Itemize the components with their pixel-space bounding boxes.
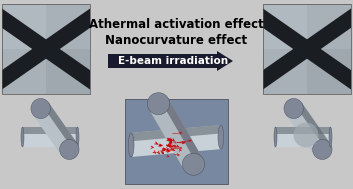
Ellipse shape [274,127,277,147]
Bar [263,4,351,94]
Ellipse shape [284,98,303,119]
Polygon shape [192,0,353,133]
Polygon shape [23,127,78,134]
Polygon shape [263,4,307,49]
Polygon shape [149,98,203,170]
Polygon shape [130,125,221,141]
Text: Nanocurvature effect: Nanocurvature effect [105,35,247,47]
Polygon shape [296,103,330,148]
Polygon shape [130,125,222,157]
Polygon shape [307,49,351,94]
Polygon shape [2,4,46,49]
Polygon shape [161,98,203,163]
Ellipse shape [313,139,332,160]
Polygon shape [43,103,78,148]
Ellipse shape [76,127,79,147]
Ellipse shape [60,139,79,160]
FancyArrow shape [108,51,233,71]
Ellipse shape [21,127,24,147]
Polygon shape [263,4,351,94]
Polygon shape [23,127,78,147]
Ellipse shape [147,93,170,115]
Polygon shape [32,103,78,155]
Ellipse shape [182,153,205,175]
Polygon shape [275,127,330,147]
Polygon shape [286,103,330,155]
Polygon shape [0,0,161,133]
Ellipse shape [329,127,332,147]
Text: E-beam irradiation: E-beam irradiation [118,56,228,66]
Ellipse shape [31,98,50,119]
Bar [125,99,228,184]
Ellipse shape [218,125,224,149]
Polygon shape [275,127,330,134]
Polygon shape [2,4,90,94]
Polygon shape [192,0,353,133]
Polygon shape [46,49,90,94]
Ellipse shape [293,122,318,147]
Ellipse shape [128,133,134,157]
Bar [2,4,90,94]
Polygon shape [0,0,161,133]
Text: Athermal activation effect: Athermal activation effect [89,18,263,30]
